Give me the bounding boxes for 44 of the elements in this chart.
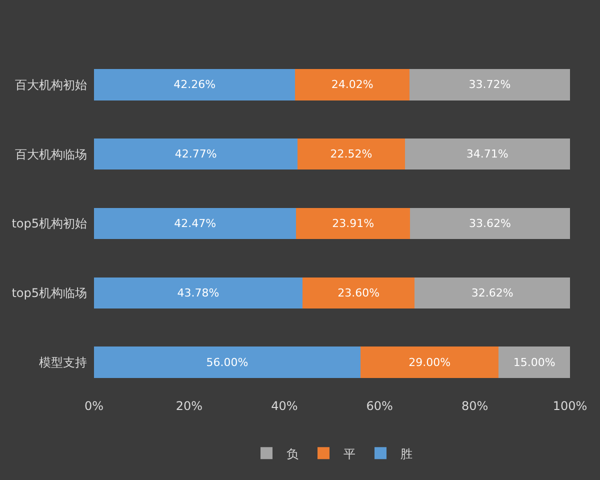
x-tick-label: 40%: [271, 399, 298, 413]
data-label: 33.72%: [468, 78, 511, 92]
data-label: 43.78%: [177, 286, 220, 300]
x-tick-label: 20%: [176, 399, 203, 413]
bar: [94, 69, 296, 100]
x-tick-label: 0%: [84, 399, 104, 413]
bar: [298, 138, 405, 170]
legend-label: 胜: [400, 446, 412, 461]
data-label: 56.00%: [206, 356, 248, 369]
x-tick-label: 60%: [366, 399, 393, 413]
data-label: 23.91%: [332, 217, 374, 230]
bar: [94, 208, 296, 240]
data-label: 42.26%: [174, 78, 216, 92]
bar: [295, 69, 410, 100]
bar: [404, 138, 570, 170]
y-tick-label: 百大机构临场: [15, 147, 87, 162]
y-tick-label: 百大机构初始: [15, 78, 87, 92]
y-tick-label: top5机构临场: [12, 286, 87, 300]
bar: [94, 138, 298, 170]
bar: [296, 208, 410, 240]
legend-label: 平: [344, 446, 356, 461]
x-tick-label: 100%: [552, 399, 588, 413]
data-label: 33.62%: [469, 217, 511, 230]
data-label: 23.60%: [338, 286, 380, 300]
y-tick-label: 模型支持: [39, 356, 87, 370]
bar: [94, 277, 302, 309]
bar: [302, 277, 415, 309]
bar: [360, 346, 499, 378]
data-label: 22.52%: [330, 148, 372, 161]
data-label: 34.71%: [466, 148, 508, 161]
bar: [410, 208, 570, 240]
data-label: 42.47%: [174, 217, 216, 230]
bar: [498, 346, 570, 378]
data-label: 32.62%: [471, 286, 514, 300]
y-tick-label: top5机构初始: [12, 216, 87, 231]
data-label: 24.02%: [331, 78, 374, 92]
bar: [409, 69, 570, 100]
legend-label: 负: [286, 446, 298, 461]
bar: [414, 277, 570, 309]
data-label: 29.00%: [408, 356, 451, 369]
x-tick-label: 80%: [461, 399, 488, 413]
bar: [94, 346, 361, 378]
data-label: 42.77%: [174, 148, 217, 161]
data-label: 15.00%: [513, 356, 556, 369]
